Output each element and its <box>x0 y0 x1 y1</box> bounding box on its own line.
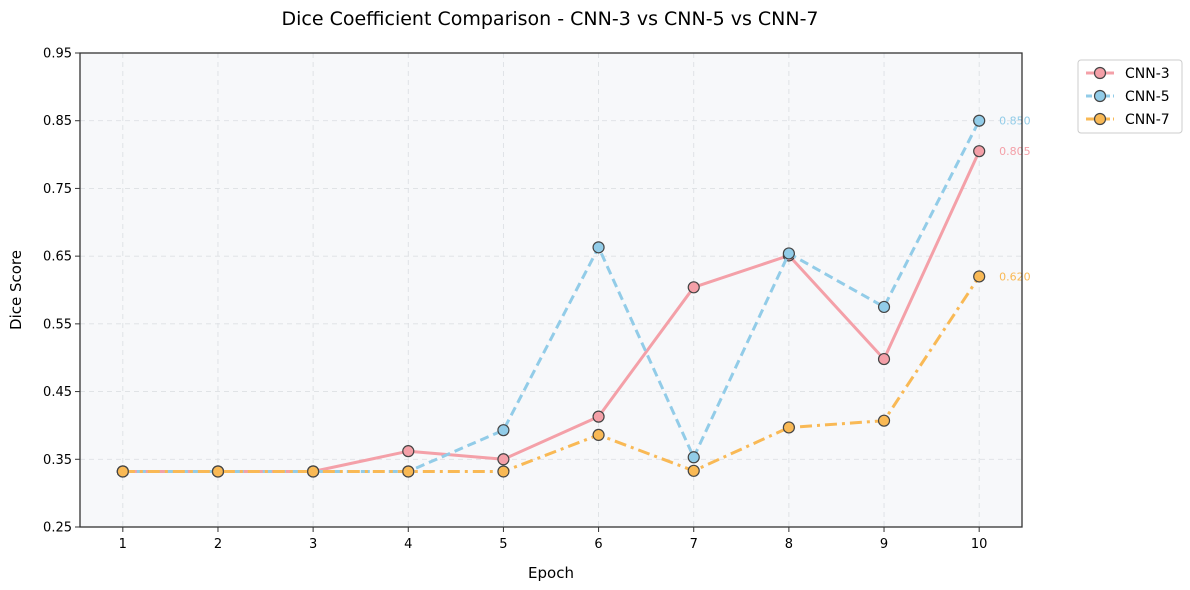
x-tick-label: 1 <box>119 537 127 552</box>
data-point <box>592 410 605 423</box>
plot-frame <box>79 52 1023 528</box>
y-tick-label: 0.25 <box>43 521 72 536</box>
end-value-label: 0.805 <box>999 145 1031 158</box>
x-axis-title: Epoch <box>528 564 574 582</box>
data-point <box>497 424 510 437</box>
data-point <box>687 464 700 477</box>
legend-label: CNN-3 <box>1125 66 1170 82</box>
data-point <box>402 465 415 478</box>
legend: CNN-3 CNN-5 CNN-7 <box>1077 59 1183 134</box>
x-tick-label: 10 <box>971 537 988 552</box>
data-point <box>211 465 225 478</box>
series-line <box>122 275 981 473</box>
data-point <box>307 465 320 478</box>
data-point <box>782 421 795 434</box>
data-point <box>592 428 605 442</box>
data-point <box>973 270 986 283</box>
plot-area <box>80 53 1022 527</box>
series-cnn-7: 0.620 <box>116 270 1031 478</box>
chart-title: Dice Coefficient Comparison - CNN-3 vs C… <box>281 8 818 30</box>
y-axis-title: Dice Score <box>7 250 25 330</box>
data-point <box>497 453 510 466</box>
data-point <box>877 300 891 314</box>
legend-marker <box>1093 66 1107 80</box>
legend-marker <box>1093 89 1107 103</box>
x-tick-label: 6 <box>594 537 602 552</box>
data-point <box>877 352 891 366</box>
legend-item-cnn-5: CNN-5 <box>1086 89 1170 105</box>
data-point <box>497 465 510 478</box>
legend-marker <box>1093 112 1107 126</box>
data-point <box>687 281 700 294</box>
legend-label: CNN-7 <box>1125 112 1170 128</box>
legend-item-cnn-3: CNN-3 <box>1086 66 1170 82</box>
x-tick-label: 3 <box>309 537 317 552</box>
data-point <box>402 445 415 458</box>
data-point <box>973 114 986 127</box>
axis-ticks: 1 2 3 4 5 6 7 8 9 10 0.25 0.35 0.45 0.55 0.65 0.75 0.85 0… <box>43 47 987 553</box>
data-point <box>116 465 129 478</box>
end-value-label: 0.850 <box>999 115 1031 128</box>
y-tick-label: 0.95 <box>43 47 72 62</box>
data-point <box>687 451 700 464</box>
x-tick-label: 8 <box>785 537 793 552</box>
data-point <box>877 414 891 427</box>
y-tick-label: 0.85 <box>43 114 72 129</box>
x-tick-label: 4 <box>404 537 412 552</box>
legend-label: CNN-5 <box>1125 89 1170 105</box>
series-group: 0.805 0.850 0.620 <box>116 114 1031 478</box>
data-point <box>592 241 605 254</box>
x-tick-label: 7 <box>690 537 698 552</box>
y-tick-label: 0.45 <box>43 385 72 400</box>
y-tick-label: 0.35 <box>43 453 72 468</box>
x-tick-label: 9 <box>880 537 888 552</box>
x-tick-label: 2 <box>214 537 222 552</box>
y-tick-label: 0.75 <box>43 182 72 197</box>
data-point <box>973 145 986 158</box>
legend-item-cnn-7: CNN-7 <box>1086 112 1170 128</box>
end-value-label: 0.620 <box>999 270 1031 283</box>
data-point <box>782 247 795 260</box>
x-tick-label: 5 <box>499 537 507 552</box>
y-tick-label: 0.55 <box>43 317 72 332</box>
y-tick-label: 0.65 <box>43 250 72 265</box>
